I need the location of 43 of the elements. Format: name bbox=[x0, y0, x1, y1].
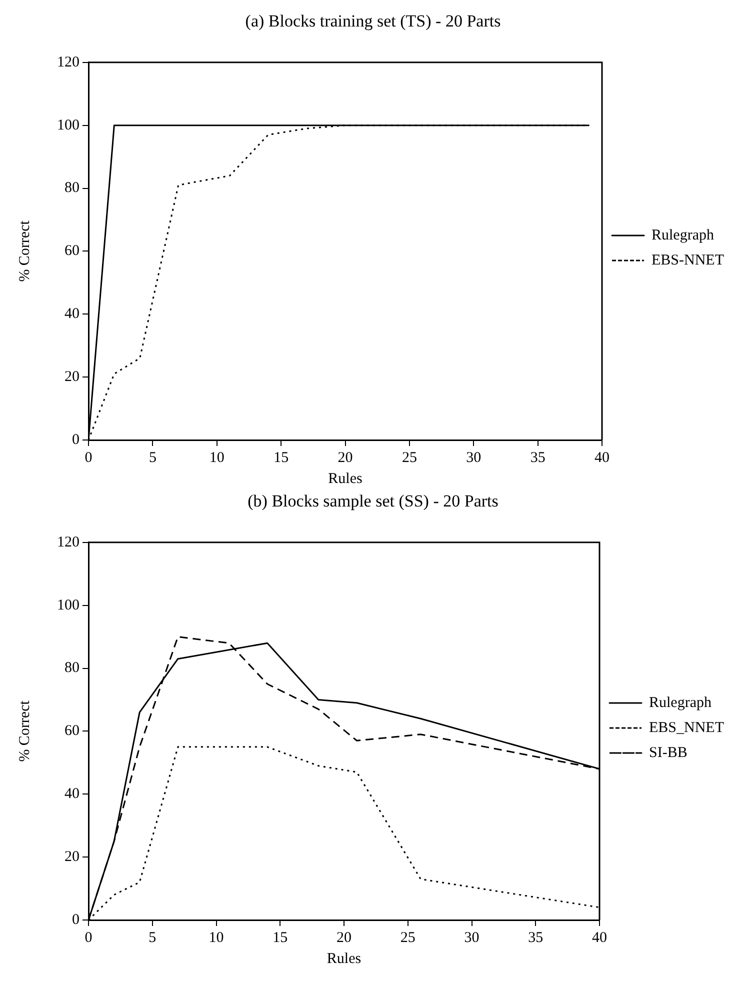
x-tick-label: 5 bbox=[148, 450, 156, 466]
y-tick-label: 120 bbox=[57, 534, 80, 550]
x-tick-label: 35 bbox=[530, 450, 546, 466]
y-tick-label: 0 bbox=[72, 432, 80, 448]
x-tick-label: 5 bbox=[148, 930, 156, 946]
chart-title: (a) Blocks training set (TS) - 20 Parts bbox=[245, 12, 501, 31]
y-tick-label: 40 bbox=[64, 306, 80, 322]
legend-label: EBS_NNET bbox=[649, 720, 724, 736]
y-tick-label: 100 bbox=[57, 117, 80, 134]
x-tick-label: 40 bbox=[594, 450, 610, 466]
x-tick-label: 40 bbox=[592, 930, 607, 946]
y-tick-label: 20 bbox=[64, 369, 80, 386]
chart-title: (b) Blocks sample set (SS) - 20 Parts bbox=[248, 492, 498, 511]
x-tick-label: 15 bbox=[272, 930, 288, 946]
x-tick-label: 20 bbox=[338, 450, 353, 466]
y-tick-label: 120 bbox=[57, 54, 80, 70]
x-tick-label: 10 bbox=[208, 930, 224, 946]
x-tick-label: 15 bbox=[274, 450, 289, 466]
x-axis-title: Rules bbox=[328, 470, 362, 487]
x-tick-label: 30 bbox=[464, 930, 480, 946]
x-tick-label: 30 bbox=[466, 450, 482, 466]
y-axis-title: % Correct bbox=[16, 220, 33, 282]
y-axis-title: % Correct bbox=[16, 700, 33, 762]
y-tick-label: 20 bbox=[64, 849, 80, 866]
y-tick-label: 100 bbox=[57, 597, 80, 614]
x-tick-label: 0 bbox=[84, 930, 92, 946]
legend-label: Rulegraph bbox=[652, 227, 714, 244]
legend-label: Rulegraph bbox=[649, 694, 712, 711]
x-tick-label: 25 bbox=[400, 930, 416, 946]
x-tick-label: 20 bbox=[336, 930, 352, 946]
y-tick-label: 60 bbox=[64, 723, 80, 740]
x-axis-title: Rules bbox=[326, 950, 362, 967]
y-tick-label: 40 bbox=[64, 786, 80, 802]
y-tick-label: 0 bbox=[72, 912, 80, 928]
legend-label: EBS-NNET bbox=[652, 252, 724, 268]
x-tick-label: 10 bbox=[209, 450, 224, 466]
y-tick-label: 80 bbox=[64, 180, 80, 196]
x-tick-label: 25 bbox=[402, 450, 417, 466]
legend-label: SI-BB bbox=[649, 744, 688, 761]
y-tick-label: 60 bbox=[64, 243, 80, 260]
y-tick-label: 80 bbox=[64, 660, 80, 676]
x-tick-label: 35 bbox=[528, 930, 544, 946]
x-tick-label: 0 bbox=[84, 450, 92, 466]
